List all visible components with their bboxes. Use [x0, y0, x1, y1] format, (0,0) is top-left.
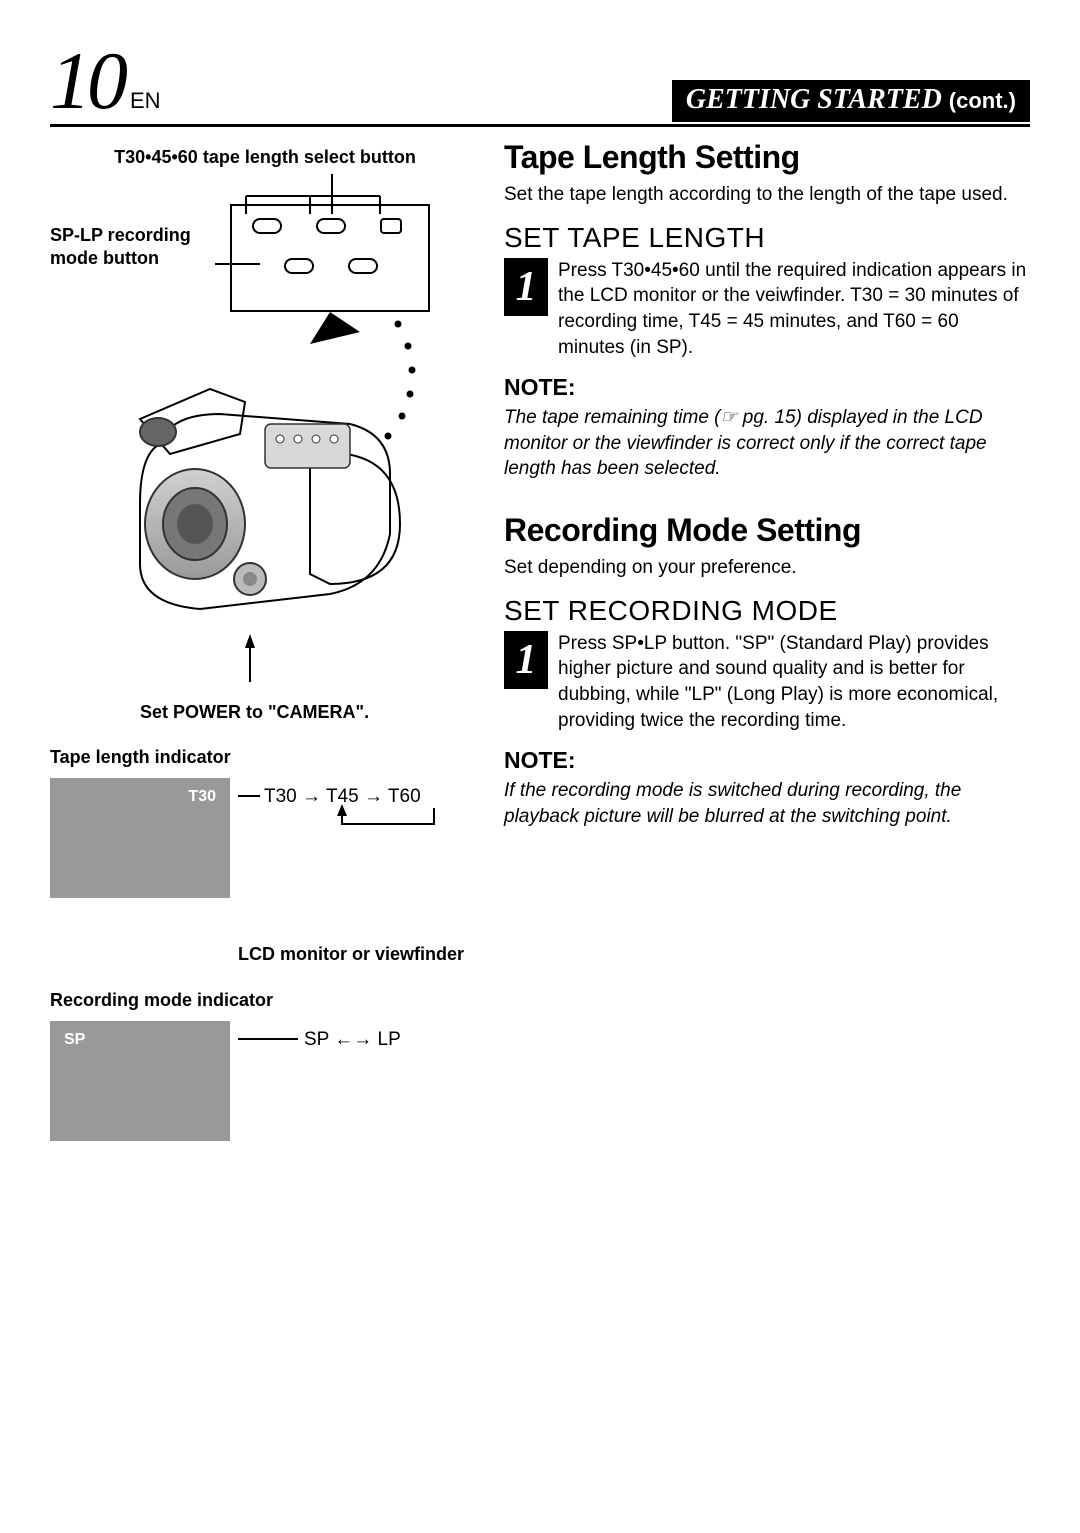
page-header: 10 EN GETTING STARTED (cont.) — [50, 40, 1030, 127]
svg-text:T30 → T45 → T60: T30 → T45 → T60 — [264, 786, 421, 807]
section2-note-head: NOTE: — [504, 747, 1030, 774]
tape-indicator-side: T30 → T45 → T60 LCD monitor or viewfinde… — [238, 778, 468, 966]
section1-intro: Set the tape length according to the len… — [504, 182, 1030, 208]
lcd-sub-label: LCD monitor or viewfinder — [238, 943, 468, 966]
section2-intro: Set depending on your preference. — [504, 555, 1030, 581]
lcd-screen-rec: SP — [50, 1021, 230, 1141]
content-columns: T30•45•60 tape length select button SP-L… — [50, 139, 1030, 1165]
lcd-text: SP — [64, 1031, 85, 1048]
section-cont: (cont.) — [949, 88, 1016, 113]
step-number-badge: 1 — [504, 631, 548, 689]
section2-step-text: Press SP•LP button. "SP" (Standard Play)… — [558, 631, 1030, 734]
camera-icon — [100, 324, 440, 624]
rec-indicator-side: SP ←→ LP — [238, 1021, 438, 1066]
rec-indicator-label: Recording mode indicator — [50, 990, 480, 1011]
section-title: GETTING STARTED — [686, 84, 942, 115]
rec-indicator-row: SP SP ←→ LP — [50, 1021, 480, 1141]
tape-indicator-label: Tape length indicator — [50, 747, 480, 768]
step-number-badge: 1 — [504, 258, 548, 316]
tape-indicator-row: T30 T30 → T45 → T60 LCD monitor or viewf… — [50, 778, 480, 966]
section2-step-title: SET RECORDING MODE — [504, 595, 1030, 627]
section1-step-title: SET TAPE LENGTH — [504, 222, 1030, 254]
tape-sequence-diagram: T30 → T45 → T60 — [238, 778, 468, 898]
section2-step: 1 Press SP•LP button. "SP" (Standard Pla… — [504, 631, 1030, 734]
rec-sequence-diagram: SP ←→ LP — [238, 1021, 438, 1061]
left-column: T30•45•60 tape length select button SP-L… — [50, 139, 480, 1165]
page-number-block: 10 EN — [50, 40, 161, 122]
section1-step: 1 Press T30•45•60 until the required ind… — [504, 258, 1030, 361]
camera-diagram: SP-LP recording mode button — [50, 174, 480, 694]
lcd-text: T30 — [188, 788, 216, 806]
section1-note-body: The tape remaining time (☞ pg. 15) displ… — [504, 405, 1030, 482]
section-badge: GETTING STARTED (cont.) — [672, 80, 1030, 122]
page-language: EN — [130, 88, 161, 114]
section2-note-body: If the recording mode is switched during… — [504, 778, 1030, 829]
section1-note-head: NOTE: — [504, 374, 1030, 401]
lcd-screen-tape: T30 — [50, 778, 230, 898]
page-number: 10 — [50, 40, 124, 122]
section1-title: Tape Length Setting — [504, 139, 1030, 176]
power-callout: Set POWER to "CAMERA". — [140, 702, 480, 723]
section2-title: Recording Mode Setting — [504, 512, 1030, 549]
tape-button-callout: T30•45•60 tape length select button — [50, 147, 480, 168]
section1-step-text: Press T30•45•60 until the required indic… — [558, 258, 1030, 361]
right-column: Tape Length Setting Set the tape length … — [504, 139, 1030, 1165]
svg-text:SP ←→ LP: SP ←→ LP — [304, 1029, 401, 1050]
